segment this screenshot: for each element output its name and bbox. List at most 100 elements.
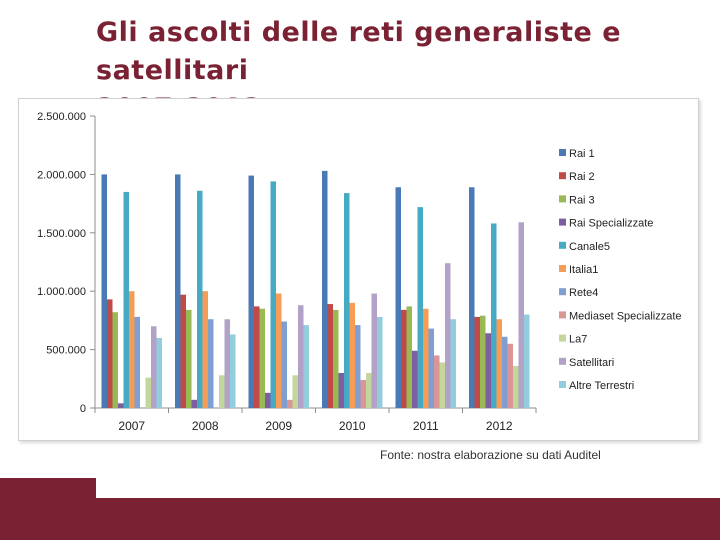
slide-title: Gli ascolti delle reti generaliste e sat… [96,14,720,128]
legend-swatch [559,334,566,342]
legend-label: Italia1 [569,264,598,276]
bar [254,306,260,408]
bar [434,355,440,408]
bar [191,399,197,408]
bar [101,174,107,408]
bar [428,328,434,408]
y-tick-label: 1.500.000 [37,228,86,240]
bar [281,321,287,408]
bar-chart: 0 500.000 1.000.000 1.500.000 2.000.000 2.500… [37,111,682,433]
bar [156,337,162,408]
bar [507,343,513,408]
bar [338,372,344,408]
bar [518,222,524,408]
bar [524,314,530,408]
bar [366,372,372,408]
bar [208,319,214,408]
bar [327,304,333,408]
bar [180,294,186,408]
legend-swatch [559,172,566,180]
bar [287,399,293,408]
bar [265,392,271,408]
legend-label: La7 [569,334,587,346]
x-tick-label: 2008 [192,419,219,433]
bar [230,334,236,408]
bar [322,170,328,408]
bar [423,308,429,408]
bar [445,263,451,408]
x-tick-label: 2007 [118,419,145,433]
x-tick-label: 2012 [486,419,513,433]
legend-swatch [559,381,566,388]
bar [224,319,230,408]
bar [401,309,407,408]
legend-swatch [559,265,566,272]
bar [175,174,181,408]
bar [469,187,475,408]
bar [344,193,350,408]
bar [355,325,361,408]
bar [134,316,140,408]
bar [395,187,401,408]
bar [186,309,192,408]
bar [502,336,508,408]
source-note: Fonte: nostra elaborazione su dati Audit… [380,448,601,462]
legend-swatch [559,149,566,156]
bar [259,308,265,408]
bar [377,316,383,408]
x-tick-label: 2011 [413,419,439,433]
bar [371,293,377,408]
legend-swatch [559,195,566,203]
bar [349,302,355,408]
y-tick-label: 0 [80,403,86,415]
footer-bar [0,498,720,540]
bar [219,375,225,408]
bar [360,379,366,408]
bar [406,306,412,408]
bar [151,326,157,408]
legend-swatch [559,218,566,226]
bar [270,181,276,408]
bar [485,333,491,408]
legend-swatch [559,241,566,249]
bar [298,305,304,408]
bar [107,299,113,408]
y-tick-label: 2.500.000 [37,111,86,123]
bar [292,375,298,408]
legend-label: Canale5 [569,241,610,253]
y-tick-label: 1.000.000 [37,286,86,298]
legend-label: Rete4 [569,287,598,299]
bar [248,175,254,408]
bar [112,312,118,408]
bar [491,223,497,408]
x-tick-label: 2009 [265,419,292,433]
chart-frame: 0 500.000 1.000.000 1.500.000 2.000.000 2.500… [18,98,699,441]
bar [118,403,124,408]
bar [450,319,456,408]
bar [303,325,309,408]
bar [439,362,445,408]
legend-label: Satellitari [569,357,614,369]
legend-swatch [559,311,566,319]
bar [412,350,418,408]
legend-label: Rai 3 [569,194,595,206]
bar [496,319,502,408]
bar [276,293,282,408]
bar [202,291,208,408]
bar [123,191,129,408]
slide-title-line1: Gli ascolti delle reti generaliste e sat… [96,17,622,86]
bar [480,315,486,408]
bar [333,309,339,408]
y-tick-label: 500.000 [46,345,86,357]
footer-tab [0,478,96,499]
legend-swatch [559,288,566,296]
bar [197,190,203,408]
legend-label: Rai Specializzate [569,218,653,230]
bar [417,207,423,408]
legend-label: Rai 1 [569,148,595,160]
y-tick-label: 2.000.000 [37,169,86,181]
bar [129,291,135,408]
legend-label: Mediaset Specializzate [569,310,682,322]
legend-label: Altre Terrestri [569,380,634,392]
legend-swatch [559,357,566,365]
